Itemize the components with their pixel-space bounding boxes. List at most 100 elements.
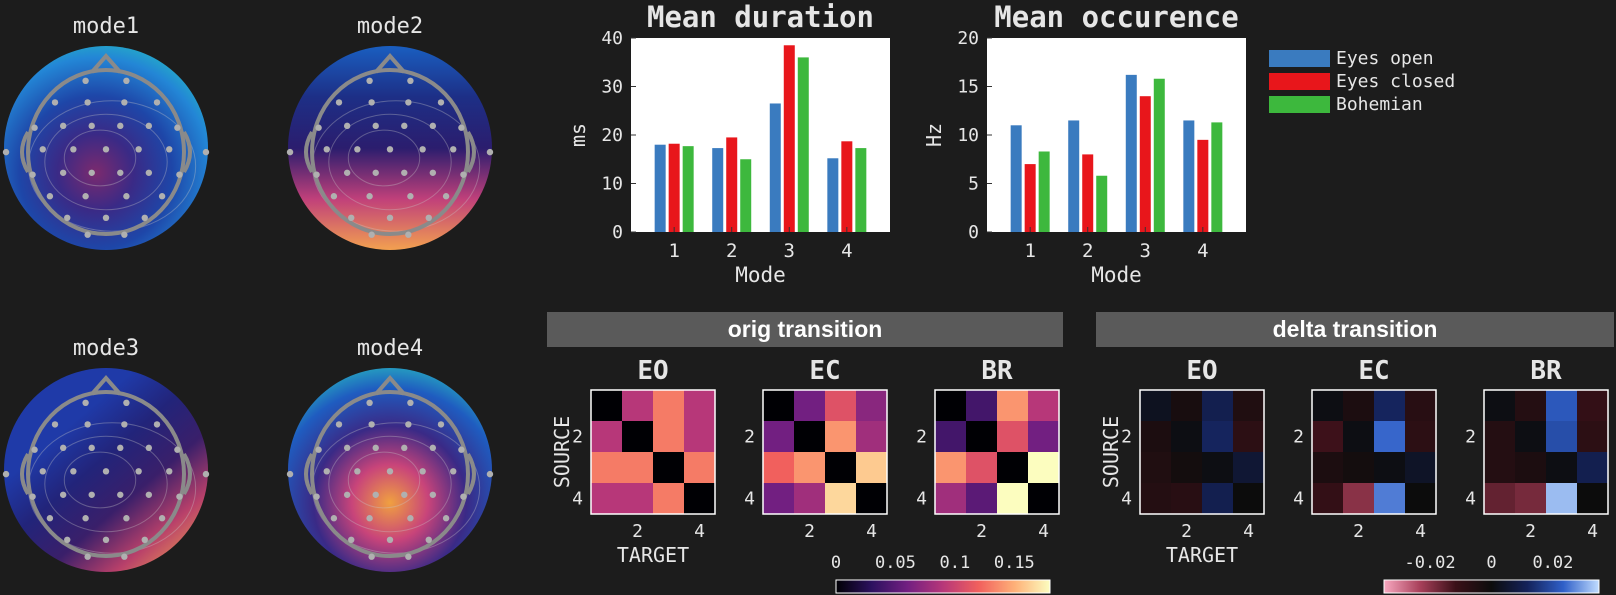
bar-eyes-open: [1125, 74, 1137, 232]
colorbar-tick-label: 0.1: [940, 553, 971, 573]
y-tick-label: 15: [957, 77, 979, 98]
bar-eyes-open: [712, 148, 724, 232]
electrode-dot: [2, 470, 10, 478]
electrode-dot: [450, 146, 457, 153]
x-tick-label: 4: [694, 521, 705, 542]
heatmap-cell: [1546, 421, 1577, 452]
y-tick-label: 5: [968, 174, 979, 195]
nose-shape: [90, 374, 122, 396]
x-tick-label: 4: [841, 240, 852, 262]
colorbar: -0.02 0 0.02: [1383, 553, 1600, 594]
heatmap-cell: [935, 421, 966, 452]
electrode-dot: [2, 148, 10, 156]
heatmap-panel-br: BR 2 2 4 4: [1465, 356, 1609, 542]
heatmap-cell: [1374, 452, 1405, 483]
electrode-dot: [153, 99, 161, 106]
heatmap-cell: [653, 452, 684, 483]
bar-eyes-closed: [1197, 139, 1209, 232]
left-ear: [20, 452, 30, 496]
y-axis-label: SOURCE: [1099, 416, 1123, 488]
heatmap-cell: [1233, 483, 1264, 514]
heatmap-cell: [1028, 390, 1059, 421]
x-axis-label: Mode: [735, 263, 786, 287]
topomap-mode4: mode4: [286, 336, 494, 572]
heatmap-frame: [1483, 389, 1609, 515]
electrode-dot: [442, 515, 450, 522]
heatmap-cell: [1171, 483, 1202, 514]
electrode-dot: [458, 446, 465, 453]
electrode-dot: [59, 122, 67, 130]
y-tick-label: 2: [1293, 427, 1304, 448]
electrode-dot: [429, 444, 437, 452]
electrode-dot: [59, 444, 67, 452]
heatmap-cell: [1028, 483, 1059, 514]
electrode-dot: [46, 515, 54, 522]
x-tick-label: 2: [1353, 521, 1364, 542]
electrode-dot: [348, 214, 355, 222]
bar-eyes-open: [827, 158, 839, 232]
colorbar: 0 0.05 0.1 0.15: [831, 553, 1051, 594]
electrode-dot: [354, 468, 361, 475]
heatmap-cell: [1405, 390, 1436, 421]
heatmap-cell: [1028, 452, 1059, 483]
heatmap-cell: [1515, 452, 1546, 483]
electrode-dot: [88, 444, 95, 452]
electrode-dot: [425, 536, 432, 544]
heatmap-cell: [622, 421, 653, 452]
electrode-dot: [368, 99, 375, 106]
bar-eyes-closed: [1139, 96, 1151, 232]
electrode-dot: [442, 193, 450, 200]
electrode-dot: [145, 444, 153, 452]
panel-title: EC: [809, 356, 840, 386]
electrode-dot: [419, 468, 426, 475]
x-tick-label: 1: [1024, 240, 1035, 262]
topomap-mode1: mode1: [2, 14, 210, 250]
electrode-dot: [145, 122, 153, 130]
electrode-dot: [486, 470, 494, 478]
heatmap-cell: [966, 390, 997, 421]
heatmap-cell: [1577, 452, 1608, 483]
electrode-dot: [174, 124, 181, 131]
electrode-dot: [121, 231, 128, 238]
bar-chart-2: Mean occurence 0 5 10 15 20 Hz 1 2 3 4 Mode: [922, 0, 1246, 287]
heatmap-cell: [622, 452, 653, 483]
electrode-dot: [368, 553, 375, 560]
heatmap-cell: [966, 452, 997, 483]
heatmap-cell: [997, 452, 1028, 483]
heatmap-cell: [1515, 390, 1546, 421]
topomap-grid: mode1 mode2 mode3 mode4: [2, 14, 494, 572]
electrode-dot: [82, 193, 89, 200]
y-tick-label: 2: [1121, 427, 1132, 448]
y-tick-label: 2: [1465, 427, 1476, 448]
electrode-dot: [123, 193, 130, 200]
y-tick-label: 20: [601, 125, 623, 146]
electrode-dot: [70, 146, 77, 153]
bar-eyes-closed: [1082, 154, 1094, 232]
electrode-dot: [141, 214, 148, 222]
heatmap-cell: [794, 390, 825, 421]
electrode-dot: [176, 171, 183, 178]
electrode-dot: [323, 468, 330, 475]
panel-title: EO: [1186, 356, 1217, 386]
electrode-dot: [386, 468, 394, 475]
heatmap-cell: [1484, 452, 1515, 483]
topomap-title: mode4: [357, 336, 423, 361]
heatmap-cell: [684, 483, 715, 514]
electrode-dot: [407, 515, 414, 522]
bar-eyes-closed: [1024, 164, 1036, 232]
electrode-dot: [460, 493, 467, 500]
bar-eyes-closed: [783, 45, 795, 233]
electrode-dot: [31, 124, 38, 131]
heatmap-cell: [763, 483, 794, 514]
colorbar-strip: [835, 579, 1051, 594]
electrode-dot: [123, 77, 130, 85]
electrode-dot: [64, 214, 71, 222]
x-tick-label: 4: [1197, 240, 1208, 262]
heatmap-cell: [935, 390, 966, 421]
electrode-dot: [315, 446, 322, 453]
legend-swatch: [1269, 96, 1330, 113]
electrode-dot: [64, 536, 71, 544]
heatmap-cell: [794, 483, 825, 514]
